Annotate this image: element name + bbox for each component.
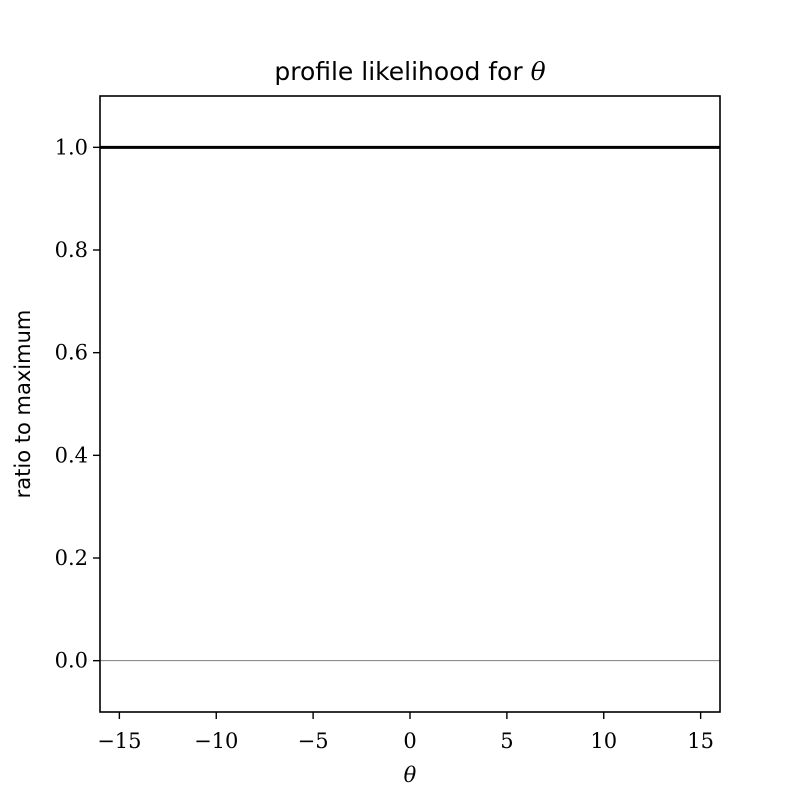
x-tick-label: −15: [97, 729, 141, 753]
x-axis-label: θ: [404, 763, 417, 787]
chart-title-symbol: θ: [531, 57, 546, 86]
plot-area: [100, 145, 720, 662]
y-tick-label: 0.2: [55, 546, 88, 570]
y-tick-label: 0.6: [55, 341, 88, 365]
y-tick-label: 0.4: [55, 443, 88, 467]
x-tick-label: 15: [687, 729, 714, 753]
x-tick-label: 0: [403, 729, 416, 753]
y-tick-label: 0.0: [55, 649, 88, 673]
axes-frame: [99, 95, 721, 713]
axis-ticks: −15 −10 −5 0 5 10 15 0.0 0.2 0.4 0.6 0.8 1.0: [55, 135, 714, 753]
y-axis-label: ratio to maximum: [11, 310, 35, 499]
y-tick-label: 0.8: [55, 238, 88, 262]
x-tick-label: 5: [500, 729, 513, 753]
chart-title: profile likelihood for θ: [274, 57, 545, 86]
x-tick-label: 10: [590, 729, 617, 753]
x-tick-label: −5: [298, 729, 329, 753]
x-tick-label: −10: [194, 729, 238, 753]
y-tick-label: 1.0: [55, 135, 88, 159]
chart-title-text: profile likelihood for: [274, 57, 523, 86]
